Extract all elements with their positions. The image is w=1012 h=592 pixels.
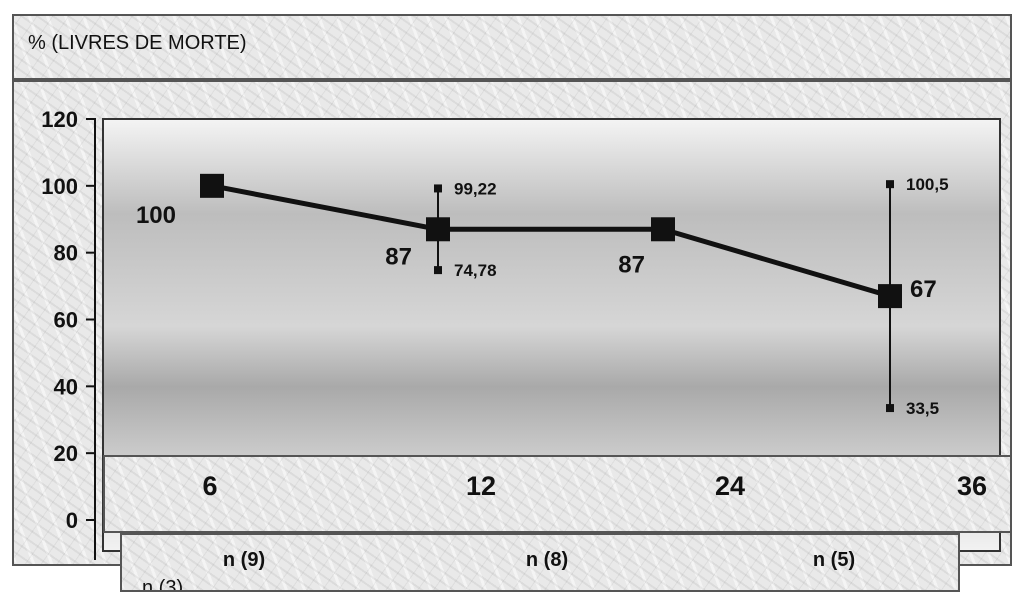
x-tick-label: 24 [714,471,746,501]
error-upper-label: 100,5 [906,175,949,194]
y-tick-label: 0 [66,508,78,533]
error-cap-lower [434,266,442,275]
n-label: n (9) [222,549,266,571]
data-point [200,173,224,198]
title-panel: % (LIVRES DE MORTE) [12,14,1012,80]
data-point [426,217,450,242]
y-tick-label: 120 [41,107,78,132]
y-tick-label: 100 [41,174,78,199]
chart-title: % (LIVRES DE MORTE) [28,32,247,54]
y-tick-label: 40 [54,374,78,399]
data-label: 67 [910,276,937,303]
y-tick-label: 80 [54,241,78,266]
error-cap-lower [886,404,894,413]
x-tick-label: 36 [956,471,988,501]
error-lower-label: 74,78 [454,261,497,280]
error-cap-upper [886,180,894,189]
data-label: 87 [385,243,412,270]
data-label: 87 [618,251,645,278]
n-label: n (8) [525,549,569,571]
sample-size-panel: n (9) n (8) n (5) n (3) [120,533,960,592]
x-tick-label: 12 [465,471,497,501]
y-tick-label: 60 [54,308,78,333]
data-point [651,217,675,242]
series-line [211,183,891,299]
n-label-cut: n (3) [142,577,184,592]
error-upper-label: 99,22 [454,179,497,198]
error-cap-upper [434,184,442,193]
n-label: n (5) [812,549,856,571]
x-tick-label: 6 [202,471,218,501]
data-label: 100 [136,202,176,229]
error-lower-label: 33,5 [906,399,939,418]
y-tick-label: 20 [54,441,78,466]
data-point [878,284,902,309]
x-axis-panel: 6 12 24 36 [103,455,1012,533]
